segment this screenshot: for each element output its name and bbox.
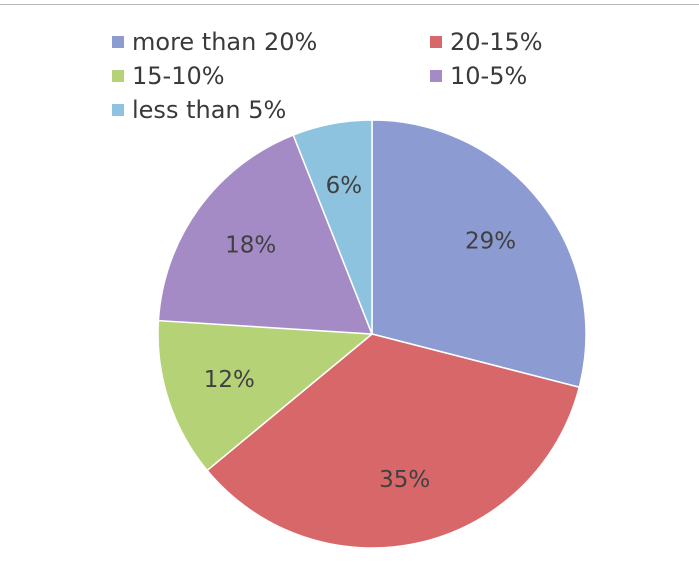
legend-label: more than 20% (132, 28, 318, 56)
legend-swatch (112, 70, 124, 82)
slice-data-label: 18% (225, 232, 276, 258)
legend-item-15-10: 15-10% (112, 62, 225, 90)
legend-swatch (112, 104, 124, 116)
legend-label: 10-5% (450, 62, 528, 90)
pie-slice-more-than-20 (371, 119, 587, 389)
pie-slice-15-10 (157, 319, 374, 472)
slice-data-label: 35% (379, 467, 430, 493)
legend-swatch (430, 70, 442, 82)
legend-label: 20-15% (450, 28, 543, 56)
slice-data-label: 29% (465, 229, 516, 255)
legend-item-less-than-5: less than 5% (112, 96, 286, 124)
legend-label: less than 5% (132, 96, 287, 124)
slice-data-label: 6% (326, 173, 363, 199)
legend-item-more-than-20: more than 20% (112, 28, 317, 56)
legend-item-20-15: 20-15% (430, 28, 543, 56)
pie-slice-20-15 (206, 333, 581, 549)
slice-data-label: 12% (204, 367, 255, 393)
legend-swatch (430, 36, 442, 48)
legend-label: 15-10% (132, 62, 225, 90)
chart-border (0, 4, 699, 5)
legend-swatch (112, 36, 124, 48)
pie-slice-less-than-5 (292, 119, 373, 335)
pie-slice-10-5 (157, 134, 374, 335)
legend-item-10-5: 10-5% (430, 62, 527, 90)
